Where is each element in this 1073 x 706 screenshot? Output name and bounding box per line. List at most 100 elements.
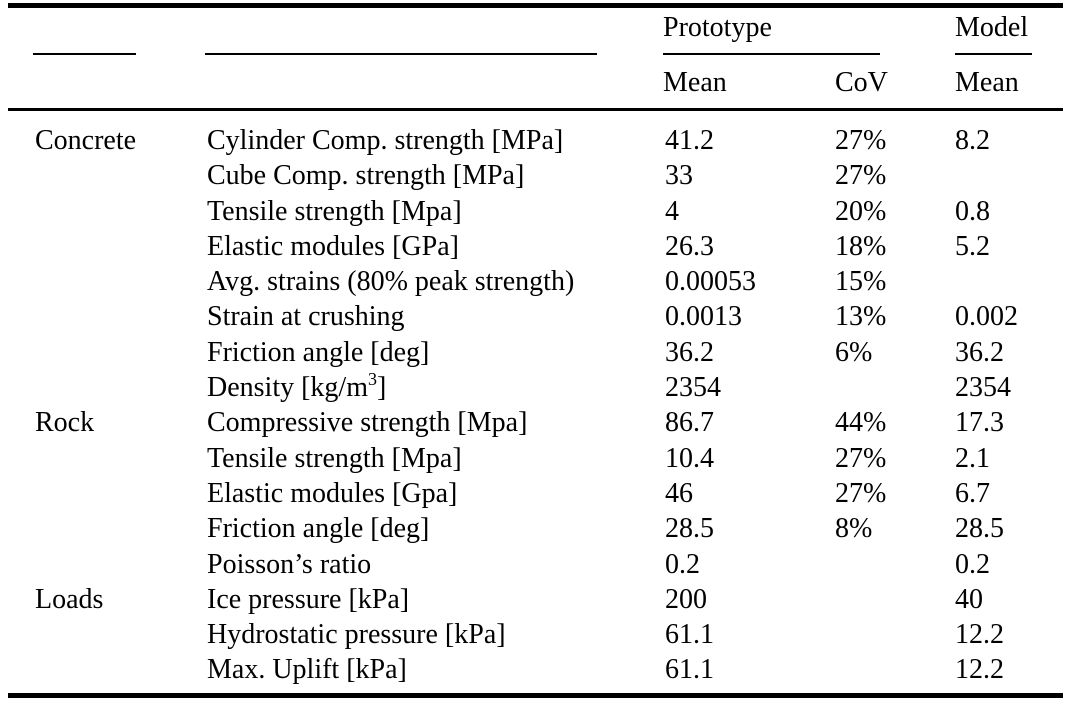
table-row: Friction angle [deg] 36.2 6% 36.2 — [0, 335, 1073, 370]
model-mean-cell: 40 — [955, 583, 983, 615]
prototype-cov-cell: 6% — [835, 336, 873, 368]
group-cell: Loads — [35, 583, 104, 615]
prototype-cov-cell: 15% — [835, 266, 887, 298]
group-cell — [35, 511, 207, 546]
model-mean-cell: 28.5 — [955, 513, 1004, 545]
model-mean-header: Mean — [955, 67, 1019, 98]
prototype-mean-cell: 0.0013 — [665, 301, 742, 333]
table-row: Poisson’s ratio 0.2 0.2 — [0, 547, 1073, 582]
prototype-mean-header: Mean — [663, 67, 727, 98]
property-cell: Elastic modules [Gpa] — [207, 477, 458, 509]
group-cell — [35, 299, 207, 334]
property-cell: Compressive strength [Mpa] — [207, 407, 528, 439]
model-mean-cell: 2.1 — [955, 442, 990, 474]
model-mean-cell: 12.2 — [955, 654, 1004, 686]
prototype-mean-cell: 200 — [665, 583, 707, 615]
group-column-rule — [33, 53, 136, 55]
table-row: Cube Comp. strength [MPa] 33 27% — [0, 158, 1073, 193]
top-rule — [8, 3, 1063, 8]
property-column-rule — [205, 53, 597, 55]
model-mean-cell: 17.3 — [955, 407, 1004, 439]
model-mean-cell: 0.002 — [955, 301, 1018, 333]
prototype-mean-cell: 10.4 — [665, 442, 714, 474]
model-mean-cell — [955, 158, 1073, 193]
group-cell: Concrete — [35, 125, 137, 156]
prototype-cov-header: CoV — [835, 67, 888, 98]
property-cell: Hydrostatic pressure [kPa] — [207, 619, 506, 651]
property-cell: Strain at crushing — [207, 301, 405, 333]
group-cell — [35, 229, 207, 264]
group-cell — [35, 370, 207, 405]
prototype-cov-cell: 44% — [835, 407, 887, 439]
group-cell — [35, 652, 207, 687]
model-mean-cell — [955, 264, 1073, 299]
prototype-mean-cell: 46 — [665, 477, 693, 509]
property-cell: Elastic modules [GPa] — [207, 230, 459, 262]
table-row: Loads Ice pressure [kPa] 200 40 — [0, 582, 1073, 617]
group-cell — [35, 441, 207, 476]
table-row: Density [kg/m3] 2354 2354 — [0, 370, 1073, 405]
property-cell: Max. Uplift [kPa] — [207, 654, 407, 686]
table-row: Tensile strength [Mpa] 10.4 27% 2.1 — [0, 441, 1073, 476]
table-body: Concrete Cylinder Comp. strength [MPa] 4… — [0, 123, 1073, 688]
prototype-cov-cell: 8% — [835, 513, 873, 545]
property-cell: Friction angle [deg] — [207, 336, 430, 368]
property-cell: Tensile strength [Mpa] — [207, 442, 462, 474]
table-row: Strain at crushing 0.0013 13% 0.002 — [0, 299, 1073, 334]
prototype-mean-cell: 33 — [665, 160, 693, 192]
property-text: ] — [377, 372, 387, 404]
prototype-mean-cell: 0.00053 — [665, 266, 756, 298]
model-group-header: Model — [955, 12, 1029, 43]
table-row: Tensile strength [Mpa] 4 20% 0.8 — [0, 194, 1073, 229]
table-row: Hydrostatic pressure [kPa] 61.1 12.2 — [0, 617, 1073, 652]
model-mean-cell: 5.2 — [955, 230, 990, 262]
model-mean-cell: 12.2 — [955, 619, 1004, 651]
group-cell — [35, 335, 207, 370]
group-cell — [35, 476, 207, 511]
table-row: Friction angle [deg] 28.5 8% 28.5 — [0, 511, 1073, 546]
header-rule — [8, 108, 1063, 111]
group-cell — [35, 264, 207, 299]
prototype-mean-cell: 86.7 — [665, 407, 714, 439]
group-cell — [35, 194, 207, 229]
property-cell: Tensile strength [Mpa] — [207, 195, 462, 227]
group-cell — [35, 158, 207, 193]
model-mean-cell: 2354 — [955, 372, 1011, 404]
prototype-cov-cell — [835, 582, 955, 617]
table-row: Concrete Cylinder Comp. strength [MPa] 4… — [0, 123, 1073, 158]
table-row: Elastic modules [GPa] 26.3 18% 5.2 — [0, 229, 1073, 264]
prototype-mean-cell: 26.3 — [665, 230, 714, 262]
prototype-cov-cell: 27% — [835, 125, 887, 156]
table-row: Max. Uplift [kPa] 61.1 12.2 — [0, 652, 1073, 687]
prototype-cov-cell — [835, 652, 955, 687]
prototype-cov-cell: 27% — [835, 160, 887, 192]
property-cell: Avg. strains (80% peak strength) — [207, 266, 575, 298]
prototype-cov-cell: 13% — [835, 301, 887, 333]
table-row: Avg. strains (80% peak strength) 0.00053… — [0, 264, 1073, 299]
model-mean-cell: 0.2 — [955, 548, 990, 580]
prototype-mean-cell: 36.2 — [665, 336, 714, 368]
superscript-3: 3 — [368, 368, 377, 389]
model-mean-cell: 36.2 — [955, 336, 1004, 368]
property-cell: Poisson’s ratio — [207, 548, 372, 580]
bottom-rule — [8, 693, 1063, 698]
model-mean-cell: 0.8 — [955, 195, 990, 227]
prototype-mean-cell: 41.2 — [665, 125, 714, 156]
prototype-mean-cell: 61.1 — [665, 619, 714, 651]
property-cell: Friction angle [deg] — [207, 513, 430, 545]
property-cell: Density [kg/m3] — [207, 370, 665, 405]
prototype-mean-cell: 2354 — [665, 372, 721, 404]
prototype-cov-cell: 27% — [835, 442, 887, 474]
group-cell — [35, 547, 207, 582]
prototype-cov-cell: 20% — [835, 195, 887, 227]
property-cell: Cube Comp. strength [MPa] — [207, 160, 525, 192]
prototype-group-header: Prototype — [663, 12, 772, 43]
prototype-cov-cell — [835, 547, 955, 582]
table-row: Elastic modules [Gpa] 46 27% 6.7 — [0, 476, 1073, 511]
prototype-span-rule — [663, 53, 880, 55]
prototype-mean-cell: 4 — [665, 195, 679, 227]
prototype-mean-cell: 28.5 — [665, 513, 714, 545]
group-cell: Rock — [35, 407, 95, 439]
prototype-mean-cell: 61.1 — [665, 654, 714, 686]
